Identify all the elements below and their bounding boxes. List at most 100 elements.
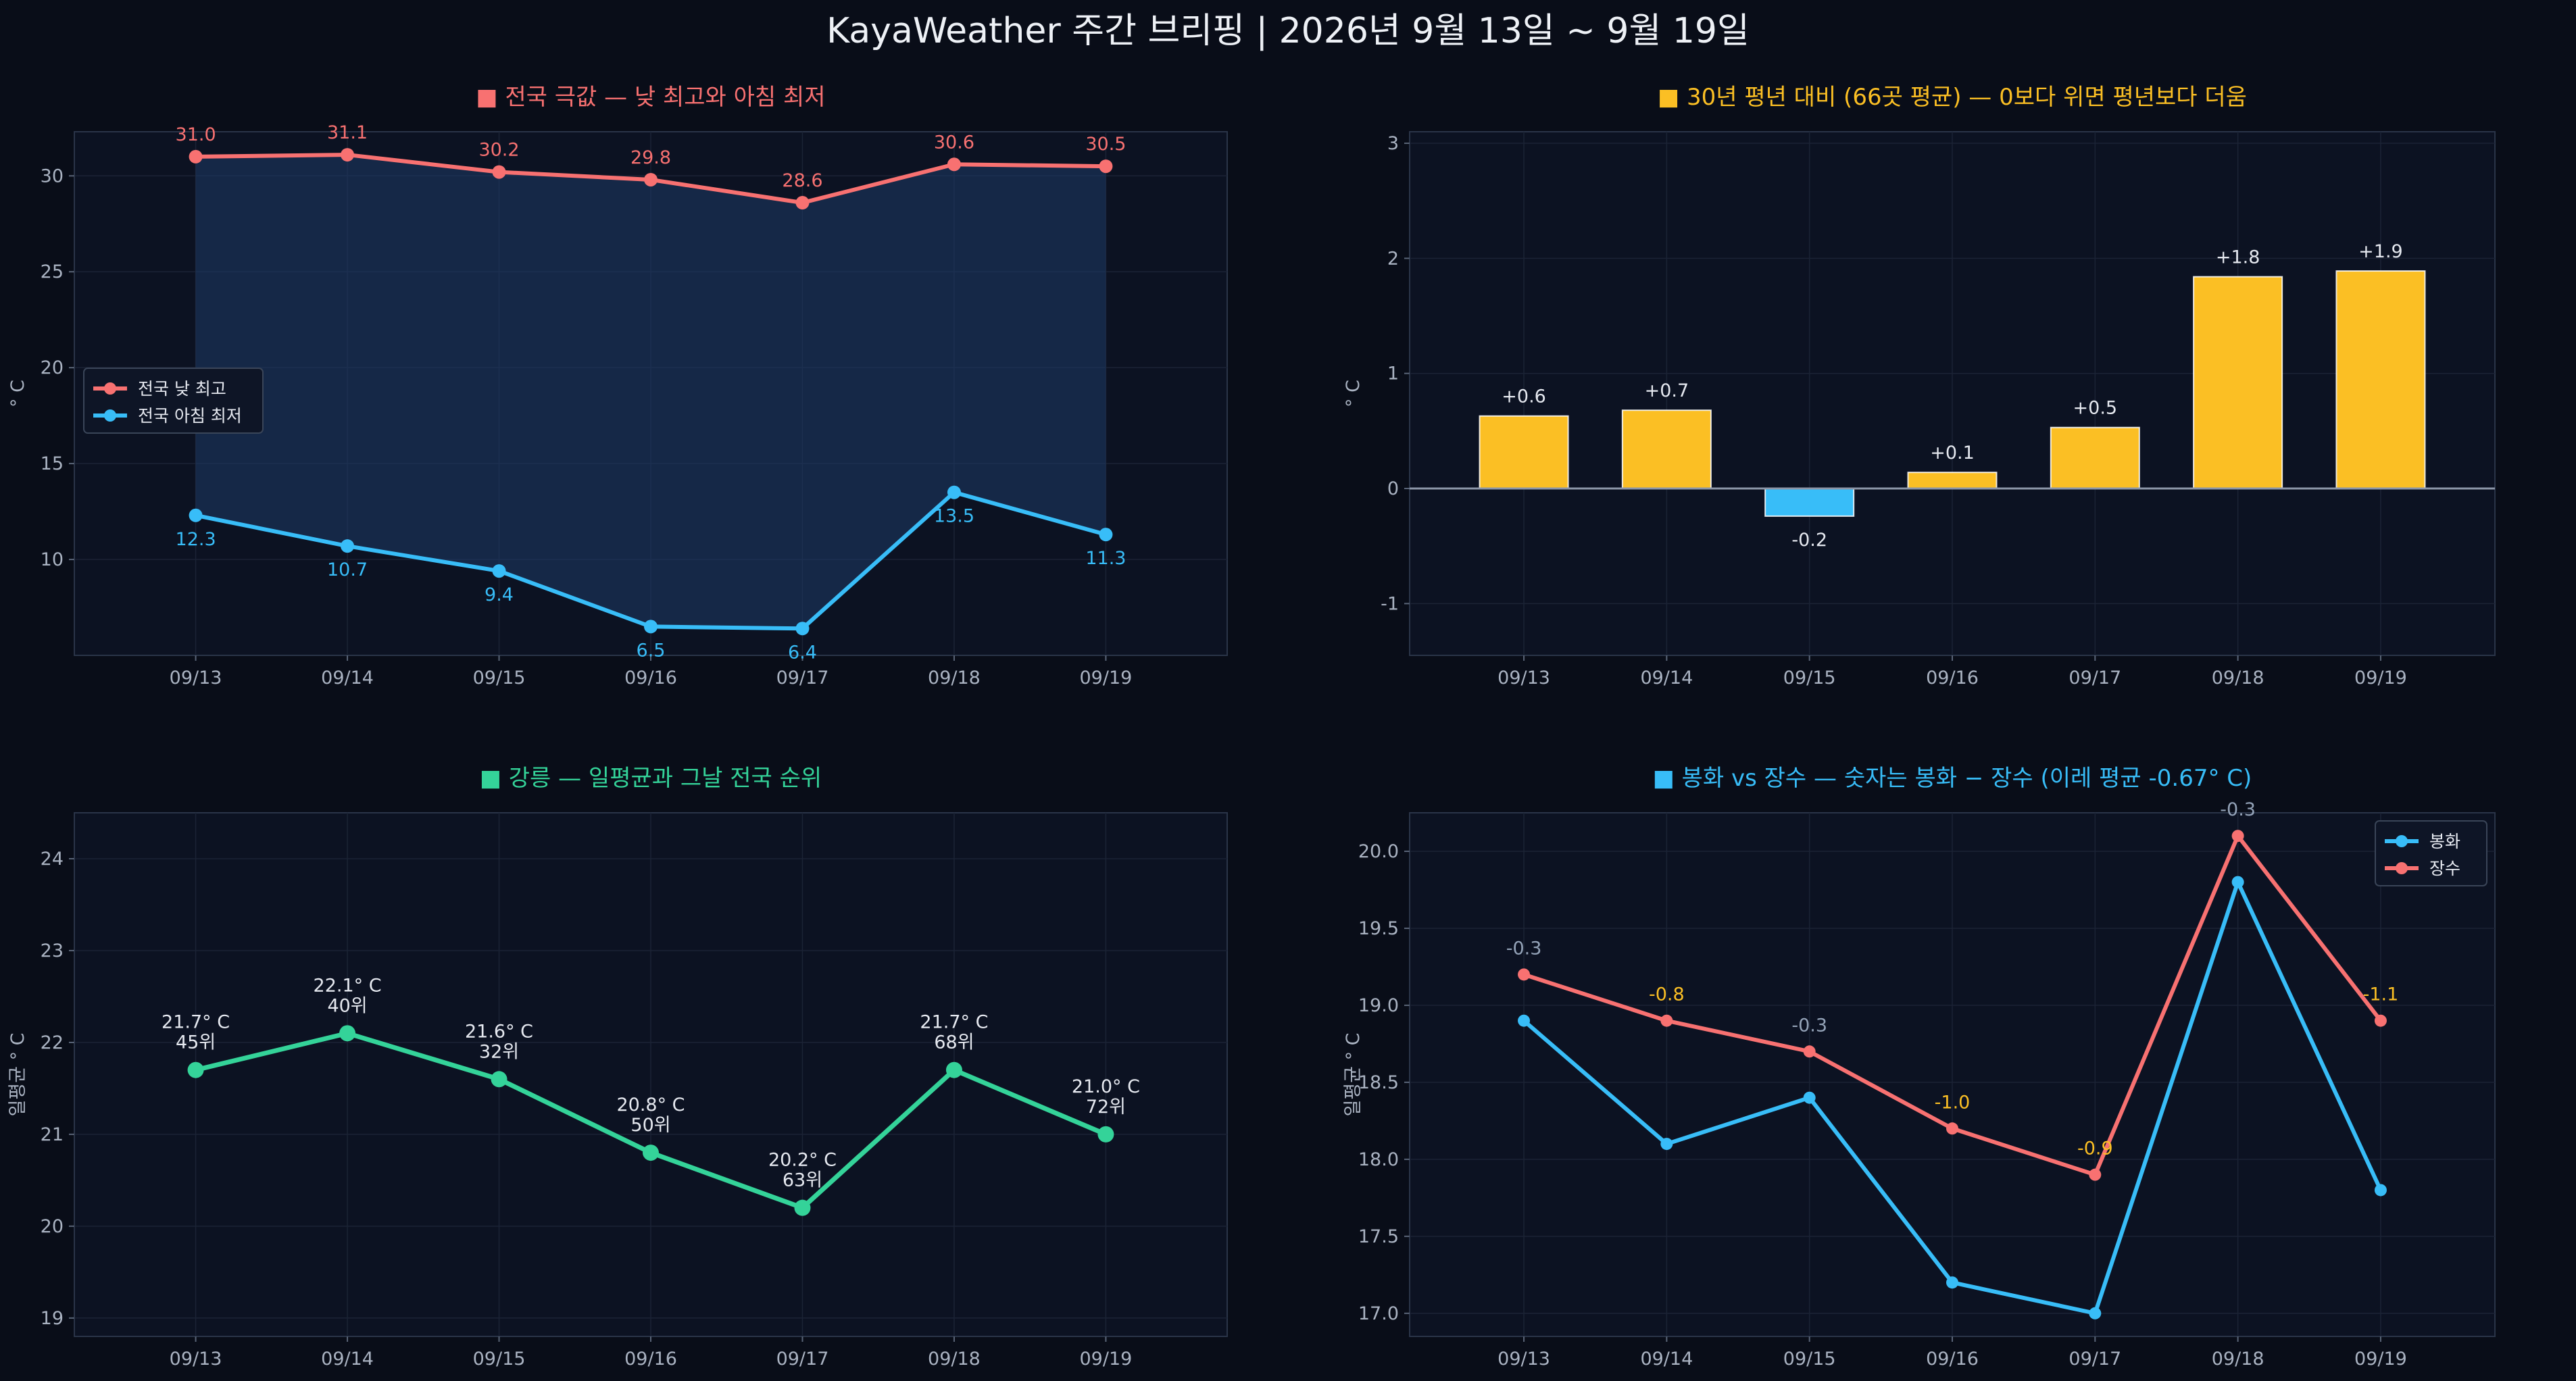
data-point bbox=[492, 564, 506, 578]
data-point bbox=[1518, 968, 1531, 981]
y-tick-label: 19.0 bbox=[1358, 995, 1399, 1016]
chart-title: ■ 전국 극값 — 낮 최고와 아침 최저 bbox=[476, 84, 825, 111]
anomaly-chart-panel: ■ 30년 평년 대비 (66곳 평균) — 0보다 위면 평년보다 더움 -1 0… bbox=[1288, 81, 2576, 689]
data-label: 31.1 bbox=[327, 122, 368, 143]
chart-title: ■ 봉화 vs 장수 — 숫자는 봉화 − 장수 (이레 평균 -0.67° C… bbox=[1653, 765, 2252, 792]
rank-label: 45위 bbox=[176, 1032, 216, 1053]
y-tick-label: 23 bbox=[41, 940, 64, 961]
page-title: KayaWeather 주간 브리핑 | 2026년 9월 13일 ~ 9월 1… bbox=[826, 11, 1750, 51]
data-point bbox=[2374, 1184, 2387, 1197]
rank-label: 40위 bbox=[327, 995, 367, 1016]
temp-label: 21.7° C bbox=[920, 1012, 988, 1033]
data-label: 10.7 bbox=[327, 559, 368, 580]
x-tick-label: 09/17 bbox=[776, 1349, 829, 1370]
data-label: 31.0 bbox=[176, 124, 216, 145]
y-tick-label: 24 bbox=[41, 849, 64, 870]
x-tick-label: 09/15 bbox=[473, 1349, 526, 1370]
data-label: 12.3 bbox=[176, 529, 216, 550]
legend-marker bbox=[2396, 835, 2408, 847]
x-tick-label: 09/16 bbox=[624, 1349, 677, 1370]
y-tick-label: 1 bbox=[1387, 363, 1399, 384]
rank-label: 63위 bbox=[783, 1170, 822, 1191]
x-tick-label: 09/13 bbox=[170, 1349, 222, 1370]
x-tick-label: 09/18 bbox=[2212, 1349, 2264, 1370]
x-tick-label: 09/16 bbox=[1926, 668, 1979, 688]
y-tick-label: 2 bbox=[1387, 248, 1399, 269]
rank-label: 32위 bbox=[479, 1041, 519, 1062]
legend-label: 전국 낮 최고 bbox=[138, 379, 226, 399]
x-tick-label: 09/18 bbox=[928, 668, 981, 688]
y-tick-label: 19 bbox=[41, 1308, 64, 1329]
legend-box bbox=[83, 368, 264, 434]
chart-svg: ■ 봉화 vs 장수 — 숫자는 봉화 − 장수 (이레 평균 -0.67° C… bbox=[1343, 765, 2496, 1370]
data-point bbox=[341, 539, 355, 553]
data-label: 11.3 bbox=[1085, 548, 1126, 569]
legend-label: 장수 bbox=[2429, 859, 2460, 878]
y-tick-label: 25 bbox=[41, 261, 64, 282]
y-tick-label: 17.0 bbox=[1358, 1303, 1399, 1324]
chart-title: ■ 강릉 — 일평균과 그날 전국 순위 bbox=[480, 765, 822, 792]
difference-label: -0.9 bbox=[2077, 1138, 2113, 1159]
chart-title: ■ 30년 평년 대비 (66곳 평균) — 0보다 위면 평년보다 더움 bbox=[1658, 84, 2247, 111]
x-tick-label: 09/19 bbox=[1080, 668, 1133, 688]
y-tick-label: -1 bbox=[1381, 593, 1399, 614]
rank-label: 72위 bbox=[1086, 1097, 1126, 1118]
data-point bbox=[2089, 1307, 2102, 1320]
y-axis-label: 일평균 ° C bbox=[7, 1032, 28, 1116]
temp-label: 20.8° C bbox=[616, 1095, 685, 1115]
y-tick-label: 30 bbox=[41, 166, 64, 186]
difference-label: -0.3 bbox=[1791, 1015, 1827, 1036]
data-point bbox=[947, 485, 961, 499]
x-tick-label: 09/15 bbox=[1783, 668, 1836, 688]
bar-label: +0.6 bbox=[1502, 386, 1546, 407]
y-tick-label: 3 bbox=[1387, 133, 1399, 154]
difference-label: -0.8 bbox=[1649, 984, 1685, 1005]
range-fill bbox=[195, 155, 1106, 629]
data-point bbox=[2374, 1014, 2387, 1027]
x-tick-label: 09/15 bbox=[473, 668, 526, 688]
x-tick-label: 09/18 bbox=[2212, 668, 2264, 688]
data-point bbox=[492, 165, 506, 179]
data-point bbox=[794, 1199, 811, 1216]
difference-label: -1.0 bbox=[1935, 1092, 1971, 1113]
data-point bbox=[2231, 830, 2244, 843]
data-point bbox=[1099, 528, 1113, 542]
y-tick-label: 0 bbox=[1387, 478, 1399, 499]
data-point bbox=[1946, 1122, 1958, 1135]
chart-svg: ■ 전국 극값 — 낮 최고와 아침 최저 10 15 20 25 30 ° C 09/13 0… bbox=[7, 84, 1228, 688]
y-axis-label: ° C bbox=[1343, 380, 1364, 407]
y-tick-label: 18.0 bbox=[1358, 1149, 1399, 1170]
bar-label: +0.7 bbox=[1645, 380, 1689, 401]
data-point bbox=[1518, 1014, 1531, 1027]
gangneung-chart-panel: ■ 강릉 — 일평균과 그날 전국 순위 19 20 21 22 23 24 일평균 ° C 0… bbox=[0, 761, 1288, 1381]
y-tick-label: 10 bbox=[41, 549, 64, 570]
x-tick-label: 09/15 bbox=[1783, 1349, 1836, 1370]
bar-label: -0.2 bbox=[1791, 530, 1827, 551]
legend-marker bbox=[104, 382, 116, 395]
y-axis-label: ° C bbox=[7, 380, 28, 407]
bar-label: +1.8 bbox=[2216, 247, 2260, 268]
y-axis-label: 일평균 ° C bbox=[1343, 1032, 1364, 1116]
rank-label: 50위 bbox=[630, 1115, 670, 1136]
data-point bbox=[2089, 1168, 2102, 1181]
bar-label: +0.1 bbox=[1930, 443, 1975, 463]
x-tick-label: 09/17 bbox=[776, 668, 829, 688]
data-point bbox=[339, 1025, 356, 1042]
x-tick-label: 09/19 bbox=[2354, 668, 2407, 688]
y-tick-label: 18.5 bbox=[1358, 1072, 1399, 1093]
data-point bbox=[2231, 876, 2244, 888]
x-tick-label: 09/17 bbox=[2069, 1349, 2121, 1370]
rank-label: 68위 bbox=[934, 1032, 974, 1053]
bar bbox=[1621, 409, 1712, 490]
legend-marker bbox=[104, 409, 116, 422]
x-tick-label: 09/13 bbox=[1497, 1349, 1550, 1370]
x-tick-label: 09/13 bbox=[170, 668, 222, 688]
data-label: 30.2 bbox=[478, 140, 519, 161]
x-tick-label: 09/18 bbox=[928, 1349, 981, 1370]
x-tick-label: 09/14 bbox=[1640, 1349, 1693, 1370]
y-tick-label: 20 bbox=[41, 357, 64, 378]
data-point bbox=[1946, 1276, 1958, 1289]
data-point bbox=[945, 1061, 962, 1078]
y-tick-label: 21 bbox=[41, 1124, 64, 1145]
data-point bbox=[1660, 1138, 1673, 1151]
